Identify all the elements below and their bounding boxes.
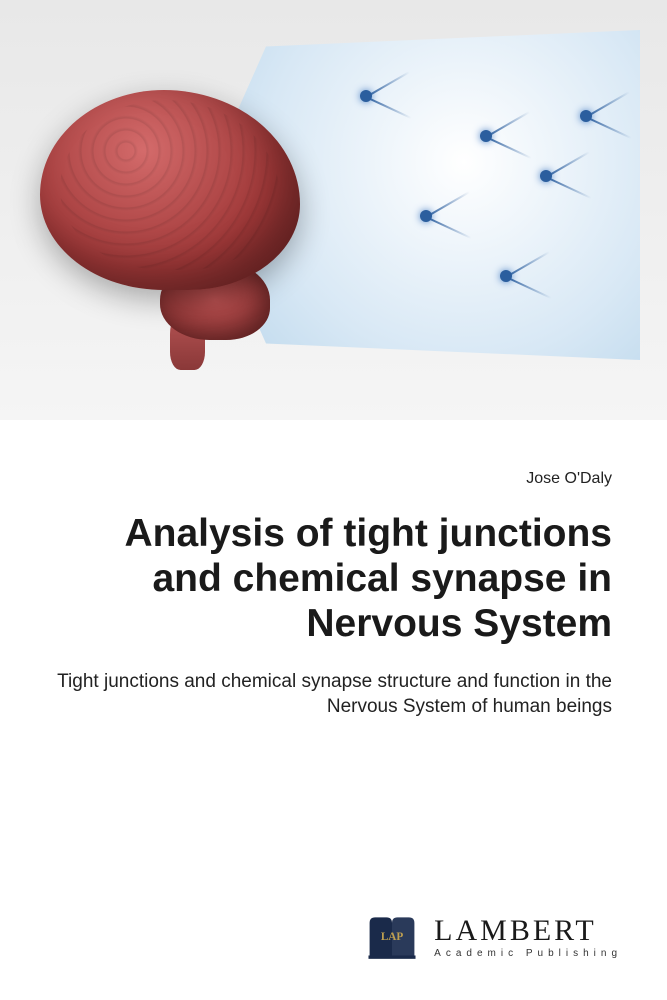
author-name: Jose O'Daly (55, 470, 612, 488)
neuron-icon (360, 90, 372, 102)
logo-badge-text: LAP (381, 931, 404, 943)
book-title: Analysis of tight junctions and chemical… (55, 512, 612, 647)
neuron-icon (420, 210, 432, 222)
cerebrum (40, 90, 300, 290)
neuron-icon (500, 270, 512, 282)
brain-illustration (40, 90, 320, 330)
publisher-tagline: Academic Publishing (434, 949, 622, 959)
neuron-icon (480, 130, 492, 142)
book-subtitle: Tight junctions and chemical synapse str… (55, 669, 612, 720)
publisher-text: LAMBERT Academic Publishing (434, 916, 622, 959)
neuron-icon (540, 170, 552, 182)
publisher-name: LAMBERT (434, 916, 622, 946)
neuron-icon (580, 110, 592, 122)
publisher-logo-icon: LAP (364, 909, 420, 965)
text-block: Jose O'Daly Analysis of tight junctions … (55, 470, 612, 720)
cover-illustration (0, 0, 667, 420)
publisher-block: LAP LAMBERT Academic Publishing (364, 909, 622, 965)
